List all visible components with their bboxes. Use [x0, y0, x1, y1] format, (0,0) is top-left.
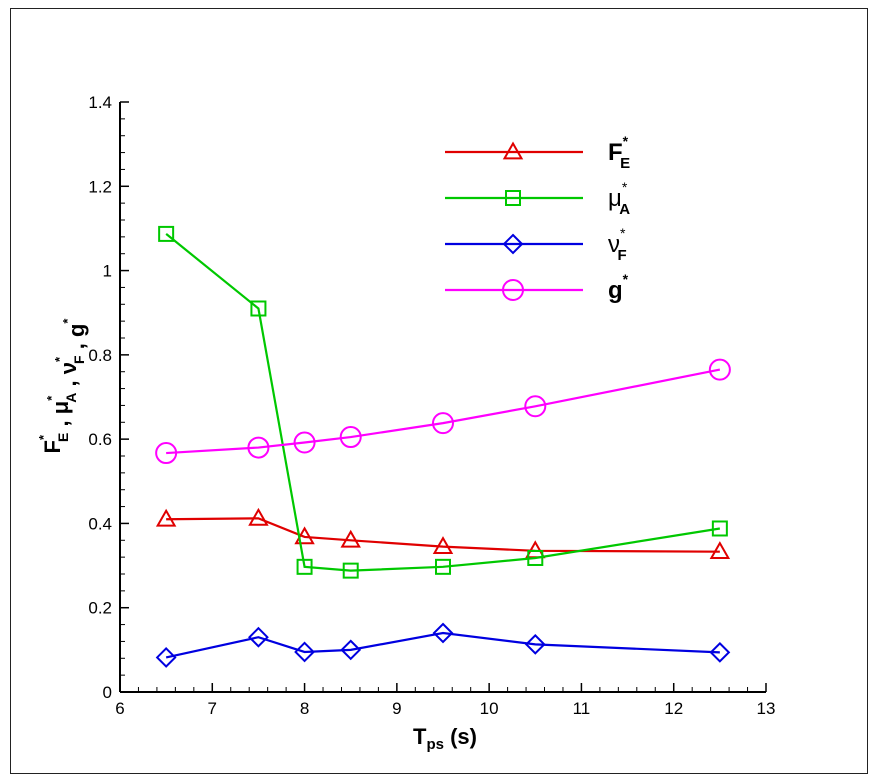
x-tick-label: 9 — [392, 699, 401, 718]
data-point-fe — [709, 541, 731, 560]
y-axis-label: F* E , μ* A , ν* F , g* — [36, 318, 89, 454]
data-point-nuf — [524, 633, 546, 655]
x-tick-label: 11 — [573, 699, 591, 718]
data-point-mua — [527, 549, 544, 566]
plot-area — [155, 225, 731, 668]
series-g — [155, 358, 731, 465]
data-point-mua — [711, 520, 728, 537]
data-point-nuf — [294, 641, 315, 663]
x-tick-label: 13 — [757, 699, 776, 718]
y-tick-label: 0.4 — [88, 514, 112, 533]
data-point-nuf — [709, 641, 731, 663]
y-tick-label: 0.2 — [88, 599, 112, 618]
legend-entry-nuf: ν* F — [445, 225, 627, 264]
data-point-fe — [432, 536, 454, 554]
legend-entry-mua: μ* A — [445, 179, 630, 218]
y-tick-label: 1.2 — [88, 177, 112, 196]
data-point-mua — [250, 300, 267, 317]
legend-label-nuf: ν* F — [608, 225, 627, 264]
data-point-nuf — [155, 647, 177, 668]
x-axis-label: Tps (s) — [413, 724, 477, 753]
axes: 6 7 8 9 10 11 12 13 0 0.2 0.4 0.6 0.8 1 1.2 1.4 — [88, 93, 775, 718]
data-point-nuf — [248, 626, 269, 648]
legend-entry-fe: F* E — [445, 133, 630, 172]
data-point-g — [708, 358, 731, 381]
data-point-mua — [342, 562, 359, 579]
y-tick-label: 0.8 — [88, 346, 112, 365]
data-point-fe — [248, 507, 269, 526]
series-line-fe — [166, 517, 720, 553]
data-point-nuf — [340, 639, 362, 661]
data-point-g — [247, 436, 270, 459]
legend-marker-fe — [502, 141, 524, 160]
y-tick-label: 0 — [103, 683, 112, 702]
data-point-fe — [340, 529, 361, 548]
legend-entry-g: g* — [445, 271, 629, 304]
series-nuf — [155, 622, 731, 668]
legend-marker-nuf — [502, 233, 524, 255]
legend-label-fe: F* E — [608, 133, 630, 172]
series-line-mua — [165, 233, 721, 572]
legend-marker-g — [502, 279, 524, 301]
x-tick-label: 12 — [664, 699, 683, 718]
legend-label-g: g* — [608, 271, 629, 304]
legend: F* E μ* A ν* F g* — [445, 133, 630, 304]
y-tick-label: 1 — [103, 262, 112, 281]
data-point-mua — [296, 558, 313, 575]
data-point-g — [432, 412, 454, 435]
data-point-g — [339, 426, 362, 449]
data-point-g — [524, 395, 547, 418]
x-tick-label: 10 — [480, 699, 499, 718]
data-point-mua — [158, 225, 175, 242]
data-point-fe — [294, 526, 315, 545]
x-tick-label: 7 — [208, 699, 217, 718]
legend-label-mua: μ* A — [608, 179, 630, 218]
data-point-mua — [435, 558, 451, 575]
data-point-nuf — [432, 622, 454, 644]
x-tick-label: 8 — [300, 699, 309, 718]
data-point-g — [155, 442, 178, 465]
y-tick-label: 0.6 — [88, 430, 112, 449]
figure-frame — [10, 8, 868, 774]
series-fe — [155, 507, 731, 560]
series-line-nuf — [165, 631, 720, 659]
data-point-fe — [155, 508, 177, 527]
y-tick-label: 1.4 — [88, 93, 112, 112]
series-line-g — [166, 368, 721, 455]
x-tick-label: 6 — [115, 699, 124, 718]
legend-marker-mua — [505, 190, 521, 206]
series-mua — [158, 225, 728, 579]
data-point-g — [293, 431, 316, 454]
